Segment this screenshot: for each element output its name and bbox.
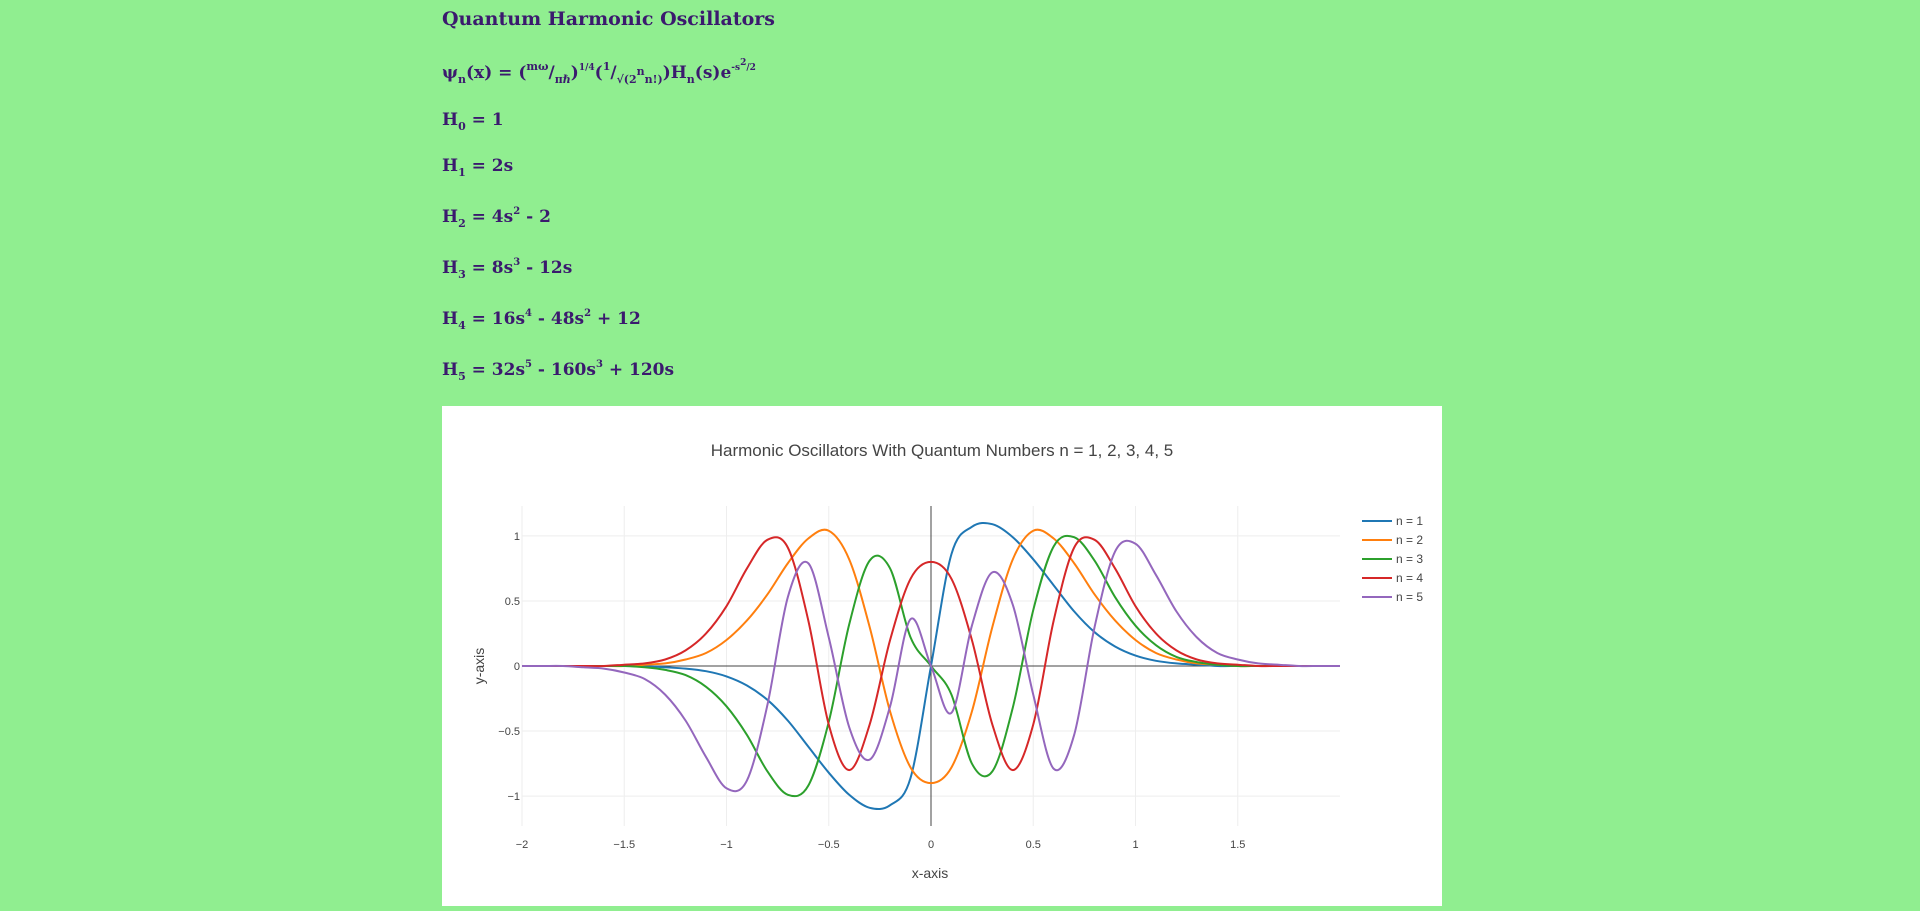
y-tick-label: −1 xyxy=(507,791,520,803)
hermite-symbol: H xyxy=(670,63,687,83)
legend-label-n3: n = 3 xyxy=(1396,552,1423,566)
chart-svg: Harmonic Oscillators With Quantum Number… xyxy=(471,441,1423,881)
hermite-h4: H4 = 16s4 - 48s2 + 12 xyxy=(442,308,641,332)
formula-text: ) xyxy=(662,63,671,83)
hermite-symbol: H xyxy=(442,309,459,329)
x-tick-label: 1.5 xyxy=(1230,839,1245,851)
formula-exponent: 2 xyxy=(513,206,521,217)
y-tick-label: 1 xyxy=(514,531,520,543)
formula-numerator: 1 xyxy=(602,60,611,73)
hermite-subscript: 3 xyxy=(458,268,466,281)
y-tick-label: −0.5 xyxy=(498,726,520,738)
hermite-symbol: H xyxy=(442,110,459,130)
hermite-subscript: 0 xyxy=(458,120,466,133)
formula-text: = 2s xyxy=(465,156,514,176)
y-tick-label: 0 xyxy=(514,661,520,673)
series-line-n4 xyxy=(522,536,1340,772)
formula-exponent: 3 xyxy=(513,257,521,268)
hermite-h2: H2 = 4s2 - 2 xyxy=(442,206,551,230)
formula-exponent: 2 xyxy=(584,308,592,319)
x-tick-label: 0.5 xyxy=(1026,839,1041,851)
formula-text: (x) = ( xyxy=(466,63,527,83)
formula-exponent: 1/4 xyxy=(578,63,595,73)
hermite-subscript: n xyxy=(686,73,695,86)
x-tick-label: −1.5 xyxy=(613,839,635,851)
chart-title: Harmonic Oscillators With Quantum Number… xyxy=(711,441,1173,460)
formula-denominator: πℏ xyxy=(554,73,571,86)
chart-ticks: −2 −1.5 −1 −0.5 0 0.5 1 1.5 −1 −0.5 0 0.5 1 xyxy=(498,531,1245,851)
hermite-symbol: H xyxy=(442,258,459,278)
formula-exponent: /2 xyxy=(746,63,756,73)
formula-text: - 160s xyxy=(532,360,596,380)
psi-subscript: n xyxy=(458,73,467,86)
y-tick-label: 0.5 xyxy=(505,596,520,608)
formula-text: n!) xyxy=(644,73,663,86)
x-tick-label: 1 xyxy=(1132,839,1138,851)
formula-text: = 4s xyxy=(465,207,514,227)
x-tick-label: −2 xyxy=(516,839,529,851)
formula-exponent: 3 xyxy=(595,359,603,370)
wavefunction-formula: ψn(x) = (mω/πℏ)1/4(1/√(2nn!))Hn(s)e-s2/2 xyxy=(442,58,756,86)
x-tick-label: −0.5 xyxy=(818,839,840,851)
formula-text: (s)e xyxy=(694,63,732,83)
formula-slash: / xyxy=(548,63,555,83)
formula-sqrt: √(2 xyxy=(616,73,637,86)
formula-exponent: n xyxy=(636,65,645,78)
formula-text: = 1 xyxy=(465,110,504,130)
formula-slash: / xyxy=(610,63,617,83)
hermite-subscript: 5 xyxy=(458,370,466,383)
hermite-h0: H0 = 1 xyxy=(442,110,504,133)
page-title: Quantum Harmonic Oscillators xyxy=(442,8,776,30)
formula-exponent: -s xyxy=(731,63,741,73)
formula-text: ) xyxy=(570,63,579,83)
legend-label-n2: n = 2 xyxy=(1396,533,1423,547)
hermite-symbol: H xyxy=(442,360,459,380)
formula-exponent: 4 xyxy=(525,308,532,319)
x-tick-label: 0 xyxy=(928,839,934,851)
formula-text: + 12 xyxy=(591,309,641,329)
chart-container: Harmonic Oscillators With Quantum Number… xyxy=(442,406,1442,906)
y-axis-label: y-axis xyxy=(471,648,487,685)
formula-exponent: 2 xyxy=(740,58,747,68)
hermite-h5: H5 = 32s5 - 160s3 + 120s xyxy=(442,359,674,383)
formula-text: - 12s xyxy=(520,258,573,278)
formula-exponent: 5 xyxy=(525,359,532,370)
chart-series-group xyxy=(522,521,1340,811)
formula-text: = 32s xyxy=(465,360,526,380)
legend-label-n4: n = 4 xyxy=(1396,571,1423,585)
formula-text: - 2 xyxy=(520,207,551,227)
series-line-n2 xyxy=(522,528,1340,785)
chart-legend: n = 1 n = 2 n = 3 n = 4 n = 5 xyxy=(1362,514,1423,604)
hermite-subscript: 1 xyxy=(458,166,466,179)
psi-symbol: ψ xyxy=(442,63,459,83)
legend-label-n5: n = 5 xyxy=(1396,590,1423,604)
formula-text: ( xyxy=(594,63,603,83)
hermite-symbol: H xyxy=(442,207,459,227)
x-tick-label: −1 xyxy=(720,839,733,851)
formula-text: - 48s xyxy=(532,309,585,329)
formula-text: = 8s xyxy=(465,258,514,278)
hermite-h3: H3 = 8s3 - 12s xyxy=(442,257,572,281)
series-line-n5 xyxy=(522,539,1340,793)
hermite-h1: H1 = 2s xyxy=(442,156,513,179)
hermite-subscript: 4 xyxy=(458,319,466,332)
formula-text: = 16s xyxy=(465,309,526,329)
formula-numerator: mω xyxy=(526,60,549,73)
legend-label-n1: n = 1 xyxy=(1396,514,1423,528)
formula-text: + 120s xyxy=(602,360,675,380)
hermite-symbol: H xyxy=(442,156,459,176)
x-axis-label: x-axis xyxy=(912,865,949,881)
hermite-subscript: 2 xyxy=(458,217,466,230)
